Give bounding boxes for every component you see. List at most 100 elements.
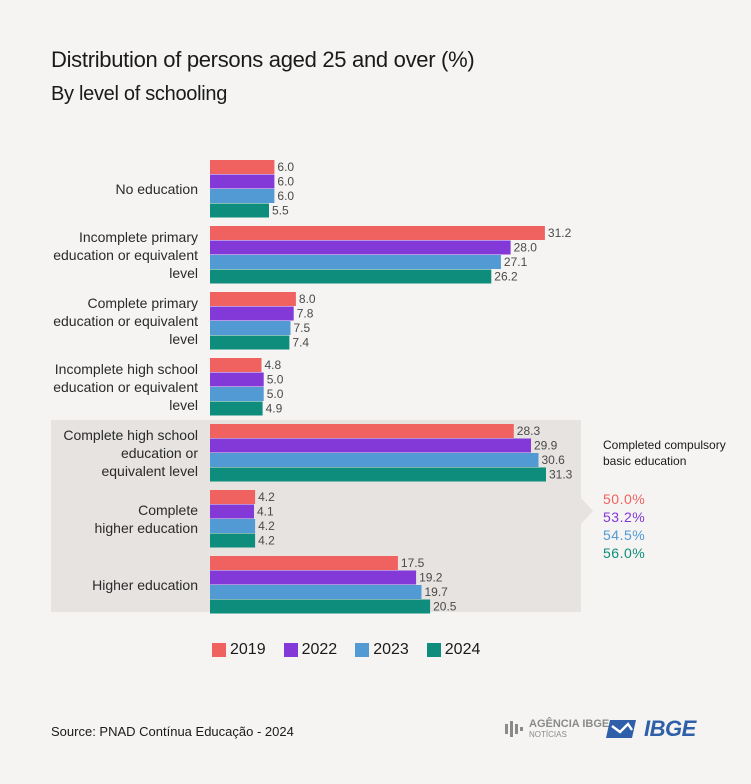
data-label-2023-cat-3: 5.0 <box>267 387 284 401</box>
bar-2024-cat-5 <box>210 533 256 548</box>
data-label-2019-cat-6: 17.5 <box>401 556 425 570</box>
bar-2023-cat-0 <box>210 189 275 203</box>
data-label-2023-cat-4: 30.6 <box>542 453 566 467</box>
category-label-1-line-2: level <box>169 265 198 281</box>
category-label-4-line-1: education or <box>121 445 198 461</box>
bar-2023-cat-5 <box>210 519 256 533</box>
legend-label-2022: 2022 <box>301 641 338 658</box>
category-label-3-line-1: education or equivalent <box>53 379 198 395</box>
bar-2019-cat-5 <box>210 490 256 504</box>
data-label-2024-cat-5: 4.2 <box>258 534 275 548</box>
data-label-2023-cat-5: 4.2 <box>258 519 275 533</box>
bar-2024-cat-0 <box>210 203 269 218</box>
legend-item-2023: 2023 <box>355 641 409 659</box>
ibge-logo-text: IBGE <box>644 716 696 741</box>
data-label-2024-cat-0: 5.5 <box>272 204 289 218</box>
agencia-logo-text: AGÊNCIA IBGE <box>529 718 610 730</box>
bar-2019-cat-0 <box>210 160 275 174</box>
bar-2023-cat-1 <box>210 255 501 269</box>
data-label-2023-cat-2: 7.5 <box>294 321 311 335</box>
bar-2024-cat-4 <box>210 467 546 482</box>
data-label-2022-cat-2: 7.8 <box>297 307 314 321</box>
bar-2019-cat-4 <box>210 424 514 438</box>
legend-swatch-2024 <box>426 643 441 657</box>
category-label-3-line-0: Incomplete high school <box>55 361 198 377</box>
bar-2022-cat-6 <box>210 570 417 585</box>
data-label-2023-cat-6: 19.7 <box>425 585 449 599</box>
chart-subtitle: By level of schooling <box>51 83 228 105</box>
category-label-4-line-0: Complete high school <box>63 427 198 443</box>
category-label-5-line-0: Complete <box>138 502 198 518</box>
ibge-logo-icon <box>606 720 636 738</box>
bar-chart: 6.06.06.05.5No education31.228.027.126.2… <box>51 160 593 614</box>
bar-2024-cat-2 <box>210 335 290 350</box>
data-label-2024-cat-4: 31.3 <box>549 468 573 482</box>
bar-2022-cat-3 <box>210 372 264 387</box>
data-label-2022-cat-5: 4.1 <box>257 505 274 519</box>
bar-2019-cat-2 <box>210 292 296 306</box>
bar-2022-cat-5 <box>210 504 254 519</box>
source-note: Source: PNAD Contínua Educação - 2024 <box>51 724 294 739</box>
legend-swatch-2019 <box>212 643 226 657</box>
chart-title: Distribution of persons aged 25 and over… <box>51 47 475 72</box>
category-label-1-line-0: Incomplete primary <box>79 229 198 245</box>
agencia-ibge-logo: AGÊNCIA IBGE NOTÍCIAS <box>503 718 609 740</box>
data-label-2022-cat-3: 5.0 <box>267 373 284 387</box>
bar-2024-cat-3 <box>210 401 263 416</box>
data-label-2024-cat-3: 4.9 <box>266 402 283 416</box>
category-label-1-line-1: education or equivalent <box>53 247 198 263</box>
data-label-2023-cat-0: 6.0 <box>277 189 294 203</box>
bar-2023-cat-4 <box>210 453 539 467</box>
bar-2023-cat-3 <box>210 387 264 401</box>
bar-2022-cat-0 <box>210 174 275 189</box>
data-label-2024-cat-6: 20.5 <box>433 600 457 614</box>
data-label-2019-cat-2: 8.0 <box>299 292 316 306</box>
bar-2019-cat-3 <box>210 358 262 372</box>
highlight-pointer <box>581 498 593 524</box>
data-label-2023-cat-1: 27.1 <box>504 255 528 269</box>
callout-value-2019: 50.0% <box>603 491 646 507</box>
agencia-logo-subtext: NOTÍCIAS <box>529 730 567 739</box>
data-label-2019-cat-5: 4.2 <box>258 490 275 504</box>
bar-2022-cat-1 <box>210 240 511 255</box>
callout-title: Completed compulsory basic education <box>603 438 726 468</box>
bar-2023-cat-6 <box>210 585 422 599</box>
legend-item-2022: 2022 <box>283 641 338 659</box>
data-label-2024-cat-2: 7.4 <box>292 336 309 350</box>
bar-2022-cat-4 <box>210 438 531 453</box>
data-label-2022-cat-6: 19.2 <box>419 571 443 585</box>
data-label-2019-cat-4: 28.3 <box>517 424 541 438</box>
category-label-4-line-2: equivalent level <box>101 463 198 479</box>
data-label-2022-cat-0: 6.0 <box>277 175 294 189</box>
category-label-0-line-0: No education <box>115 181 198 197</box>
legend-item-2024: 2024 <box>426 641 481 659</box>
legend-swatch-2022 <box>283 643 298 657</box>
legend-label-2024: 2024 <box>444 641 481 658</box>
data-label-2024-cat-1: 26.2 <box>494 270 518 284</box>
data-label-2022-cat-1: 28.0 <box>514 241 538 255</box>
ibge-logo: IBGE <box>606 716 696 742</box>
legend-item-2019: 2019 <box>212 641 266 659</box>
bar-2019-cat-1 <box>210 226 545 240</box>
category-label-3-line-2: level <box>169 397 198 413</box>
category-label-5-line-1: higher education <box>94 520 198 536</box>
callout-box: Completed compulsory basic education 50.… <box>603 437 743 562</box>
legend-label-2019: 2019 <box>230 641 266 658</box>
category-label-2-line-0: Complete primary <box>88 295 198 311</box>
category-label-2-line-1: education or equivalent <box>53 313 198 329</box>
legend-swatch-2023 <box>355 643 370 657</box>
callout-value-2023: 54.5% <box>603 527 646 543</box>
legend-label-2023: 2023 <box>373 641 409 658</box>
category-label-6-line-0: Higher education <box>92 577 198 593</box>
bar-2024-cat-6 <box>210 599 431 614</box>
category-label-2-line-2: level <box>169 331 198 347</box>
data-label-2019-cat-0: 6.0 <box>277 160 294 174</box>
agencia-icon <box>505 721 523 737</box>
data-label-2019-cat-1: 31.2 <box>548 226 572 240</box>
callout-value-2022: 53.2% <box>603 509 646 525</box>
bar-2019-cat-6 <box>210 556 398 570</box>
bar-2023-cat-2 <box>210 321 291 335</box>
bar-2022-cat-2 <box>210 306 294 321</box>
data-label-2022-cat-4: 29.9 <box>534 439 558 453</box>
bar-2024-cat-1 <box>210 269 492 284</box>
